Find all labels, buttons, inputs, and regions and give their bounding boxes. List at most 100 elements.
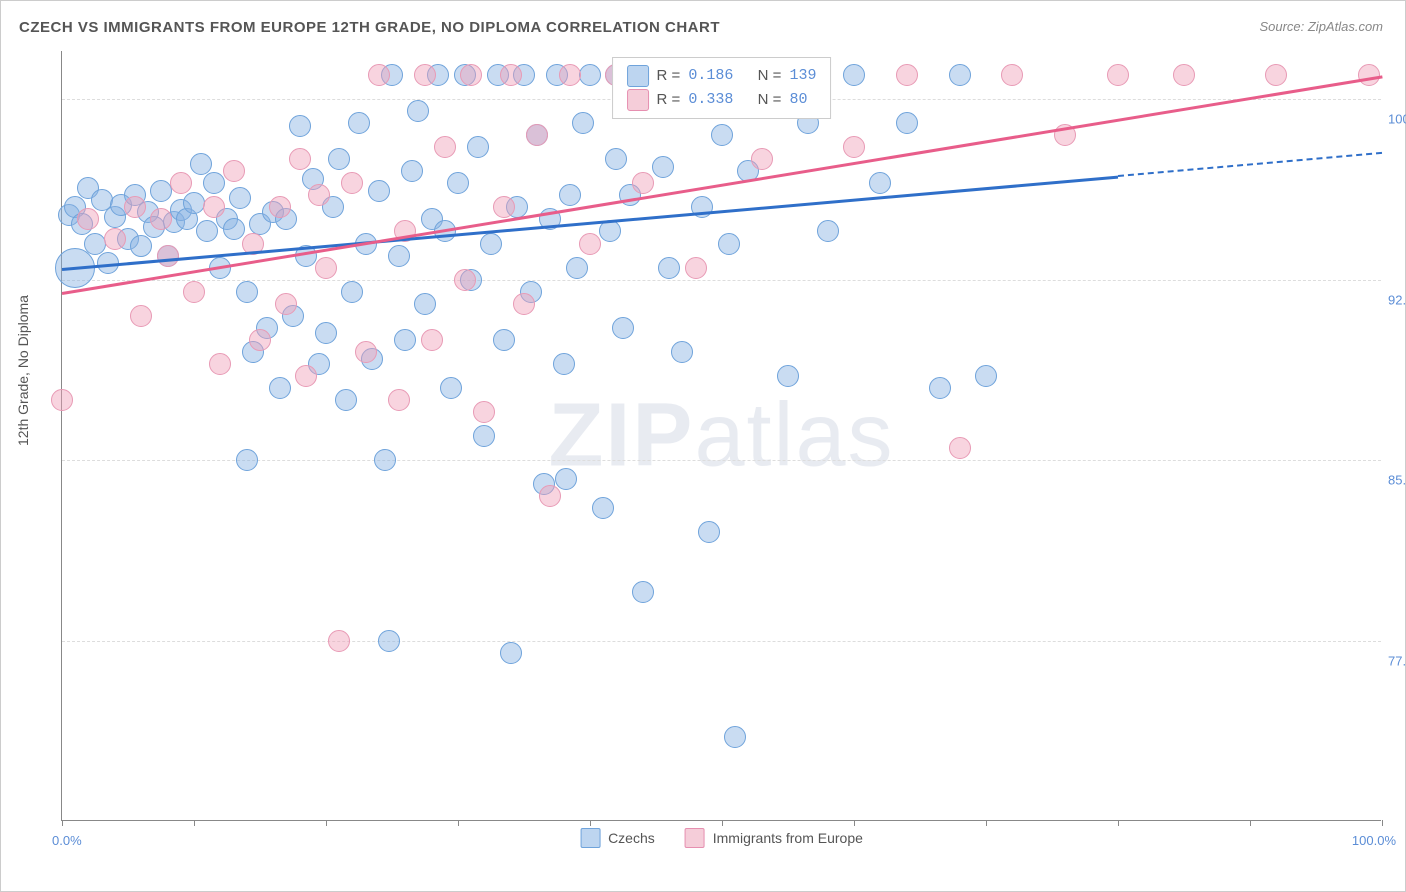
x-tick xyxy=(458,820,459,826)
x-label-left: 0.0% xyxy=(52,833,82,848)
scatter-point xyxy=(579,233,601,255)
x-label-right: 100.0% xyxy=(1352,833,1396,848)
scatter-point xyxy=(249,329,271,351)
scatter-point xyxy=(388,389,410,411)
scatter-point xyxy=(949,437,971,459)
gridline xyxy=(62,460,1381,461)
scatter-point xyxy=(130,305,152,327)
bottom-legend: Czechs Immigrants from Europe xyxy=(580,828,863,848)
legend-label: Immigrants from Europe xyxy=(713,830,863,846)
scatter-point xyxy=(315,322,337,344)
scatter-point xyxy=(203,172,225,194)
scatter-point xyxy=(896,64,918,86)
legend-marker-icon xyxy=(627,65,649,87)
legend-marker-icon xyxy=(580,828,600,848)
scatter-point xyxy=(348,112,370,134)
scatter-point xyxy=(777,365,799,387)
scatter-point xyxy=(553,353,575,375)
stat-n-label: N = xyxy=(758,64,782,88)
scatter-point xyxy=(157,245,179,267)
scatter-point xyxy=(500,64,522,86)
x-tick xyxy=(1118,820,1119,826)
stat-r-label: R = xyxy=(657,88,681,112)
scatter-point xyxy=(378,630,400,652)
scatter-point xyxy=(315,257,337,279)
scatter-point xyxy=(896,112,918,134)
scatter-point xyxy=(223,218,245,240)
scatter-point xyxy=(289,148,311,170)
scatter-point xyxy=(196,220,218,242)
scatter-point xyxy=(368,180,390,202)
scatter-point xyxy=(183,192,205,214)
scatter-point xyxy=(658,257,680,279)
scatter-point xyxy=(1358,64,1380,86)
scatter-point xyxy=(308,184,330,206)
scatter-point xyxy=(374,449,396,471)
scatter-point xyxy=(539,485,561,507)
scatter-point xyxy=(190,153,212,175)
scatter-point xyxy=(566,257,588,279)
scatter-point xyxy=(480,233,502,255)
legend-item: Immigrants from Europe xyxy=(685,828,863,848)
scatter-point xyxy=(269,196,291,218)
scatter-point xyxy=(236,449,258,471)
scatter-point xyxy=(203,196,225,218)
stat-r-value: 0.186 xyxy=(688,64,733,88)
scatter-point xyxy=(612,317,634,339)
scatter-point xyxy=(698,521,720,543)
scatter-point xyxy=(328,630,350,652)
scatter-point xyxy=(341,172,363,194)
legend-marker-icon xyxy=(685,828,705,848)
stat-r-value: 0.338 xyxy=(688,88,733,112)
legend-label: Czechs xyxy=(608,830,655,846)
scatter-point xyxy=(289,115,311,137)
scatter-point xyxy=(671,341,693,363)
scatter-point xyxy=(440,377,462,399)
scatter-point xyxy=(368,64,390,86)
scatter-point xyxy=(124,196,146,218)
stats-row: R =0.186 N =139 xyxy=(627,64,817,88)
source-label: Source: ZipAtlas.com xyxy=(1259,19,1383,34)
legend-marker-icon xyxy=(627,89,649,111)
scatter-point xyxy=(269,377,291,399)
scatter-point xyxy=(1265,64,1287,86)
regression-line xyxy=(1118,152,1382,177)
scatter-point xyxy=(572,112,594,134)
scatter-point xyxy=(130,235,152,257)
scatter-point xyxy=(975,365,997,387)
scatter-point xyxy=(407,100,429,122)
scatter-point xyxy=(236,281,258,303)
scatter-point xyxy=(1173,64,1195,86)
scatter-point xyxy=(104,228,126,250)
scatter-point xyxy=(500,642,522,664)
y-tick-label: 77.5% xyxy=(1388,653,1406,668)
scatter-point xyxy=(467,136,489,158)
y-axis-title: 12th Grade, No Diploma xyxy=(15,295,31,446)
x-tick xyxy=(722,820,723,826)
plot-area: ZIPatlas 77.5%85.0%92.5%100.0%0.0%100.0%… xyxy=(61,51,1381,821)
scatter-point xyxy=(559,184,581,206)
scatter-point xyxy=(275,293,297,315)
scatter-point xyxy=(394,329,416,351)
stat-n-label: N = xyxy=(758,88,782,112)
scatter-point xyxy=(434,136,456,158)
scatter-point xyxy=(1107,64,1129,86)
scatter-point xyxy=(632,581,654,603)
scatter-point xyxy=(817,220,839,242)
stats-box: R =0.186 N =139R =0.338 N = 80 xyxy=(612,57,832,119)
scatter-point xyxy=(869,172,891,194)
gridline xyxy=(62,641,1381,642)
scatter-point xyxy=(559,64,581,86)
scatter-point xyxy=(341,281,363,303)
scatter-point xyxy=(843,136,865,158)
y-tick-label: 100.0% xyxy=(1388,112,1406,127)
scatter-point xyxy=(493,196,515,218)
scatter-point xyxy=(414,64,436,86)
y-tick-label: 85.0% xyxy=(1388,473,1406,488)
stat-r-label: R = xyxy=(657,64,681,88)
x-tick xyxy=(986,820,987,826)
scatter-point xyxy=(150,180,172,202)
scatter-point xyxy=(1001,64,1023,86)
scatter-point xyxy=(579,64,601,86)
scatter-point xyxy=(295,365,317,387)
